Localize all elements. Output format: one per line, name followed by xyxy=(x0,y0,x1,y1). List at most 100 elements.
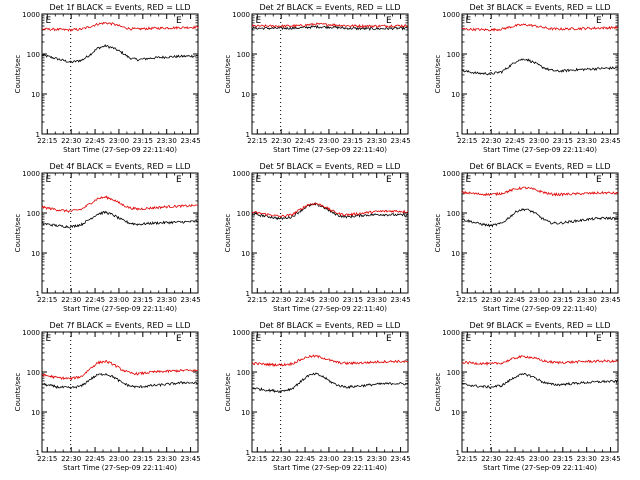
x-axis-label: Start Time (27-Sep-09 22:11:40) xyxy=(483,464,597,472)
y-tick-label: 1 xyxy=(36,449,40,457)
y-tick-label: 1000 xyxy=(232,329,250,337)
event-e-marker: E xyxy=(386,334,392,344)
x-tick-label: 22:45 xyxy=(85,137,105,145)
x-tick-label: 23:00 xyxy=(529,455,549,463)
event-e-marker: E xyxy=(386,175,392,185)
x-tick-label: 22:15 xyxy=(247,455,267,463)
y-tick-label: 100 xyxy=(237,369,250,377)
event-e-marker: E xyxy=(46,175,52,185)
event-e-marker: E xyxy=(596,16,602,26)
series-lld-line xyxy=(251,202,409,218)
x-axis-label: Start Time (27-Sep-09 22:11:40) xyxy=(63,146,177,154)
y-tick-label: 100 xyxy=(27,51,40,59)
series-lld-line xyxy=(461,355,619,367)
y-tick-label: 100 xyxy=(447,51,460,59)
x-tick-label: 23:15 xyxy=(553,455,573,463)
x-tick-label: 23:45 xyxy=(600,296,620,304)
series-lld-line xyxy=(461,23,619,32)
event-e-marker: E xyxy=(256,334,262,344)
series-lld-line xyxy=(41,195,199,213)
y-tick-label: 1000 xyxy=(22,170,40,178)
subplot-det-2: Det 2f BLACK = Events, RED = LLD 1 10 100 10… xyxy=(224,3,411,154)
series-events-line xyxy=(41,372,198,390)
y-tick-label: 10 xyxy=(451,409,460,417)
x-tick-label: 23:15 xyxy=(553,137,573,145)
event-e-marker: E xyxy=(256,175,262,185)
y-axis-label: Counts/sec xyxy=(434,55,442,94)
y-tick-label: 100 xyxy=(237,51,250,59)
series-events-line xyxy=(41,210,199,229)
x-tick-label: 23:30 xyxy=(577,296,597,304)
x-tick-label: 23:30 xyxy=(157,455,177,463)
x-tick-label: 22:30 xyxy=(271,137,291,145)
event-e-marker: E xyxy=(176,16,182,26)
x-tick-label: 22:30 xyxy=(61,296,81,304)
x-tick-label: 22:45 xyxy=(505,455,525,463)
subplot-det-9: Det 9f BLACK = Events, RED = LLD 1 10 100 10… xyxy=(434,321,621,472)
event-e-marker: E xyxy=(176,334,182,344)
subplot-title: Det 3f BLACK = Events, RED = LLD xyxy=(469,3,610,12)
x-tick-label: 23:15 xyxy=(343,137,363,145)
y-axis-label: Counts/sec xyxy=(14,55,22,94)
series-events-line xyxy=(252,372,409,394)
x-tick-label: 22:15 xyxy=(247,137,267,145)
x-tick-label: 23:30 xyxy=(577,137,597,145)
x-axis-label: Start Time (27-Sep-09 22:11:40) xyxy=(273,146,387,154)
subplot-title: Det 1f BLACK = Events, RED = LLD xyxy=(49,3,190,12)
x-tick-label: 23:15 xyxy=(343,296,363,304)
event-e-marker: E xyxy=(256,16,262,26)
subplot-title: Det 5f BLACK = Events, RED = LLD xyxy=(259,162,400,171)
y-tick-label: 1 xyxy=(456,131,460,139)
x-tick-label: 23:45 xyxy=(390,296,410,304)
subplot-title: Det 7f BLACK = Events, RED = LLD xyxy=(49,321,190,330)
subplot-det-8: Det 8f BLACK = Events, RED = LLD 1 10 100 10… xyxy=(224,321,411,472)
series-lld-line xyxy=(41,21,199,33)
x-tick-label: 23:15 xyxy=(133,137,153,145)
series-lld-line xyxy=(251,22,409,29)
series-events-line xyxy=(461,58,619,76)
x-tick-label: 22:30 xyxy=(61,137,81,145)
x-tick-label: 23:00 xyxy=(109,296,129,304)
x-tick-label: 22:30 xyxy=(271,296,291,304)
y-tick-label: 1 xyxy=(246,290,250,298)
x-axis-label: Start Time (27-Sep-09 22:11:40) xyxy=(63,464,177,472)
subplot-title: Det 6f BLACK = Events, RED = LLD xyxy=(469,162,610,171)
x-tick-label: 22:15 xyxy=(457,137,477,145)
event-e-marker: E xyxy=(386,16,392,26)
x-tick-label: 23:00 xyxy=(109,455,129,463)
subplot-det-6: Det 6f BLACK = Events, RED = LLD 1 10 100 10… xyxy=(434,162,621,313)
x-tick-label: 23:30 xyxy=(577,455,597,463)
y-tick-label: 100 xyxy=(447,210,460,218)
y-tick-label: 100 xyxy=(237,210,250,218)
x-tick-label: 23:00 xyxy=(109,137,129,145)
x-tick-label: 22:45 xyxy=(85,296,105,304)
x-tick-label: 23:45 xyxy=(390,455,410,463)
subplot-det-1: Det 1f BLACK = Events, RED = LLD 1 10 100 10… xyxy=(14,3,201,154)
x-tick-label: 22:45 xyxy=(295,455,315,463)
y-tick-label: 10 xyxy=(31,91,40,99)
x-tick-label: 23:00 xyxy=(529,296,549,304)
x-tick-label: 23:00 xyxy=(319,296,339,304)
y-tick-label: 1 xyxy=(36,131,40,139)
y-tick-label: 10 xyxy=(451,250,460,258)
event-e-marker: E xyxy=(596,175,602,185)
x-axis-label: Start Time (27-Sep-09 22:11:40) xyxy=(273,464,387,472)
x-tick-label: 22:15 xyxy=(247,296,267,304)
series-events-line xyxy=(461,372,619,389)
x-tick-label: 23:30 xyxy=(367,455,387,463)
x-tick-label: 22:15 xyxy=(37,296,57,304)
y-tick-label: 10 xyxy=(31,409,40,417)
x-axis-label: Start Time (27-Sep-09 22:11:40) xyxy=(63,305,177,313)
x-tick-label: 23:15 xyxy=(133,296,153,304)
x-tick-label: 22:30 xyxy=(481,455,501,463)
x-tick-label: 23:30 xyxy=(367,137,387,145)
event-e-marker: E xyxy=(176,175,182,185)
y-tick-label: 1000 xyxy=(232,11,250,19)
x-tick-label: 23:45 xyxy=(180,455,200,463)
x-axis-label: Start Time (27-Sep-09 22:11:40) xyxy=(483,305,597,313)
series-lld-line xyxy=(41,359,198,381)
subplot-det-3: Det 3f BLACK = Events, RED = LLD 1 10 100 10… xyxy=(434,3,621,154)
subplot-det-7: Det 7f BLACK = Events, RED = LLD 1 10 100 10… xyxy=(14,321,201,472)
series-lld-line xyxy=(252,354,409,368)
